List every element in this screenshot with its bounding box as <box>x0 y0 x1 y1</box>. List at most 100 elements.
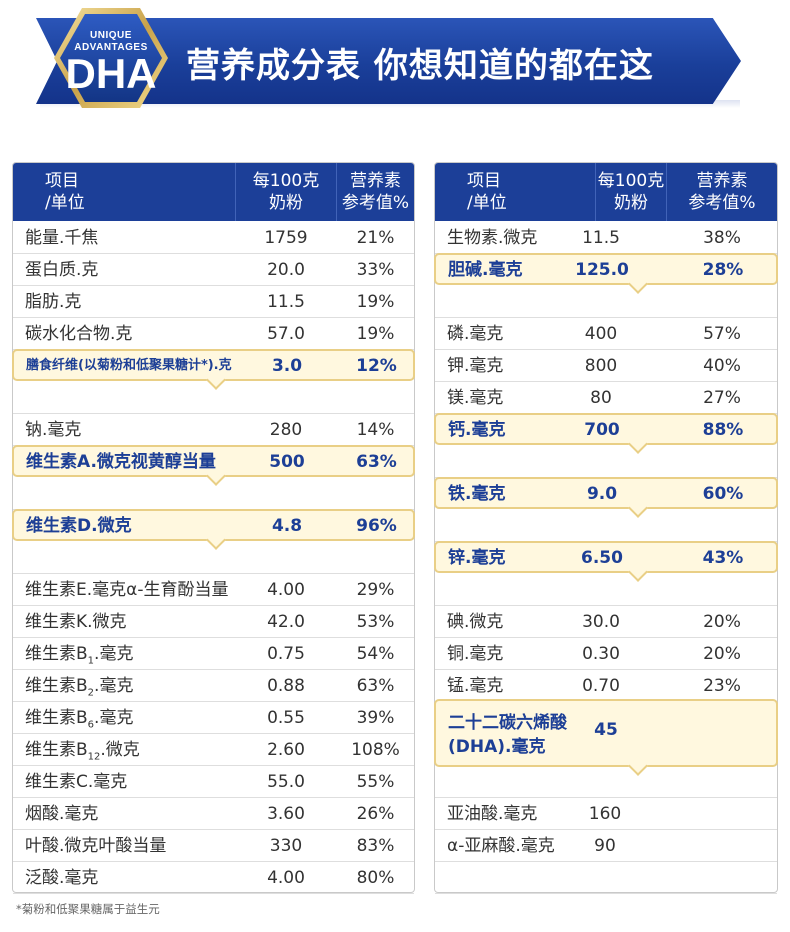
header-item-line2: /单位 <box>45 193 85 213</box>
table-row: 烟酸.毫克 3.60 26% <box>13 797 414 830</box>
nutrient-name: 维生素C.毫克 <box>25 772 128 792</box>
nutrient-name: 蛋白质.克 <box>25 260 99 280</box>
table-row: 维生素C.毫克 55.0 55% <box>13 765 414 798</box>
nutrient-name-unit: .毫克 <box>94 644 134 664</box>
nutrient-name: 锰.毫克 <box>447 676 504 696</box>
nutrient-name: 钠.毫克 <box>25 420 82 440</box>
nrv-percent <box>667 285 777 317</box>
highlight-box: 膳食纤维(以菊粉和低聚果糖计*).克 3.0 12% <box>12 349 415 390</box>
nutrient-name-subscript: 1 <box>87 655 95 667</box>
header-per100: 每100克 奶粉 <box>596 163 666 221</box>
table-row <box>435 765 777 798</box>
nutrient-name: 泛酸.毫克 <box>25 868 99 888</box>
nrv-percent: 19% <box>356 292 395 312</box>
highlight-box: 维生素D.微克 4.8 96% <box>12 509 415 550</box>
nutrient-name-main: 维生素B <box>25 676 88 696</box>
value-per-100g: 55.0 <box>267 772 305 792</box>
nrv-percent: 20% <box>703 612 741 632</box>
value-per-100g: 20.0 <box>267 260 305 280</box>
header-divider <box>666 163 667 221</box>
nrv-percent: 28% <box>702 260 744 280</box>
nutrient-name: 铜.毫克 <box>447 644 504 664</box>
value-per-100g: 700 <box>584 420 620 440</box>
badge-line1: UNIQUE <box>90 30 132 41</box>
nrv-percent: 27% <box>703 388 741 408</box>
table-row: 维生素B6.毫克 0.55 39% <box>13 701 414 734</box>
header-divider <box>336 163 337 221</box>
dha-badge: UNIQUE ADVANTAGES DHA <box>52 6 170 110</box>
highlight-row: 钙.毫克 700 88% <box>434 413 778 454</box>
nutrient-name: 维生素A.微克视黄醇当量 <box>26 452 216 472</box>
nrv-percent <box>337 381 414 413</box>
value-per-100g: 30.0 <box>582 612 620 632</box>
highlight-box: 铁.毫克 9.0 60% <box>434 477 778 518</box>
table-row <box>435 285 777 318</box>
value-per-100g <box>566 509 636 541</box>
nrv-percent: 83% <box>356 836 395 856</box>
nrv-percent: 108% <box>351 740 400 760</box>
header-item-line1: 项目 <box>467 171 501 191</box>
nutrient-name: 亚油酸.毫克 <box>447 804 538 824</box>
table-row: 维生素B1.毫克 0.75 54% <box>13 637 414 670</box>
value-per-100g: 500 <box>269 452 305 472</box>
nrv-percent: 57% <box>703 324 741 344</box>
table-row <box>13 477 414 510</box>
highlight-row: 锌.毫克 6.50 43% <box>434 541 778 582</box>
value-per-100g <box>566 573 636 605</box>
nutrient-name: 锌.毫克 <box>448 548 506 568</box>
nutrient-name: 叶酸.微克叶酸当量 <box>25 836 167 856</box>
value-per-100g: 42.0 <box>267 612 305 632</box>
highlight-box: 锌.毫克 6.50 43% <box>434 541 778 582</box>
table-row: 钠.毫克 280 14% <box>13 413 414 446</box>
value-per-100g: 0.88 <box>267 676 305 696</box>
nutrition-table-left: 项目 /单位 每100克 奶粉 营养素 参考值% 能量.千焦 1759 21% 蛋白质… <box>12 162 415 894</box>
value-per-100g: 11.5 <box>582 228 620 248</box>
value-per-100g <box>236 381 336 413</box>
value-per-100g <box>236 541 336 573</box>
nrv-percent: 26% <box>356 804 395 824</box>
nutrition-table-right: 项目 /单位 每100克 奶粉 营养素 参考值% 生物素.微克 11.5 38% 胆碱… <box>434 162 778 894</box>
table-row: 能量.千焦 1759 21% <box>13 221 414 254</box>
nrv-percent: 43% <box>702 548 744 568</box>
nrv-percent: 39% <box>356 708 395 728</box>
nrv-percent: 60% <box>702 484 744 504</box>
nrv-percent <box>667 573 777 605</box>
badge-line2: ADVANTAGES <box>74 42 148 53</box>
nrv-percent: 80% <box>356 868 395 888</box>
nutrient-name: 铁.毫克 <box>448 484 506 504</box>
header-nrv-line1: 营养素 <box>350 171 401 191</box>
header-nrv-line1: 营养素 <box>696 171 748 191</box>
highlight-row: 二十二碳六烯酸 (DHA).毫克 45 <box>434 699 778 776</box>
highlight-row: 胆碱.毫克 125.0 28% <box>434 253 778 294</box>
nutrient-name-line2: (DHA).毫克 <box>448 737 546 757</box>
nrv-percent: 63% <box>356 676 395 696</box>
value-per-100g: 0.70 <box>582 676 620 696</box>
nutrient-name-subscript: 2 <box>87 687 95 699</box>
nrv-percent: 14% <box>356 420 395 440</box>
nrv-percent: 55% <box>356 772 395 792</box>
nutrient-name-main: 维生素B <box>25 708 88 728</box>
table-row: 钾.毫克 800 40% <box>435 349 777 382</box>
nutrient-name: 能量.千焦 <box>25 228 99 248</box>
header-per100-line2: 奶粉 <box>614 193 648 213</box>
highlight-box: 胆碱.毫克 125.0 28% <box>434 253 778 294</box>
table-row: 维生素B12.微克 2.60 108% <box>13 733 414 766</box>
footnote: *菊粉和低聚果糖属于益生元 <box>16 902 160 916</box>
header-per100-line1: 每100克 <box>597 171 665 191</box>
nutrient-name: 胆碱.毫克 <box>448 260 523 280</box>
nutrient-name: 维生素B6.毫克 <box>25 701 133 733</box>
nutrient-name: 生物素.微克 <box>447 228 538 248</box>
nutrient-name: 碳水化合物.克 <box>25 324 133 344</box>
nutrient-name: 碘.微克 <box>447 612 504 632</box>
nutrient-name: α-亚麻酸.毫克 <box>447 836 555 856</box>
header-per100: 每100克 奶粉 <box>236 163 336 221</box>
table-row: 锰.毫克 0.70 23% <box>435 669 777 702</box>
nutrient-name: 维生素D.微克 <box>26 516 132 536</box>
nrv-percent: 21% <box>356 228 395 248</box>
banner-shadow <box>40 100 740 108</box>
header-item-line2: /单位 <box>467 193 507 213</box>
table-row: α-亚麻酸.毫克 90 <box>435 829 777 862</box>
nrv-percent: 12% <box>356 356 397 376</box>
table-row: 维生素K.微克 42.0 53% <box>13 605 414 638</box>
table-header: 项目 /单位 每100克 奶粉 营养素 参考值% <box>13 163 414 221</box>
